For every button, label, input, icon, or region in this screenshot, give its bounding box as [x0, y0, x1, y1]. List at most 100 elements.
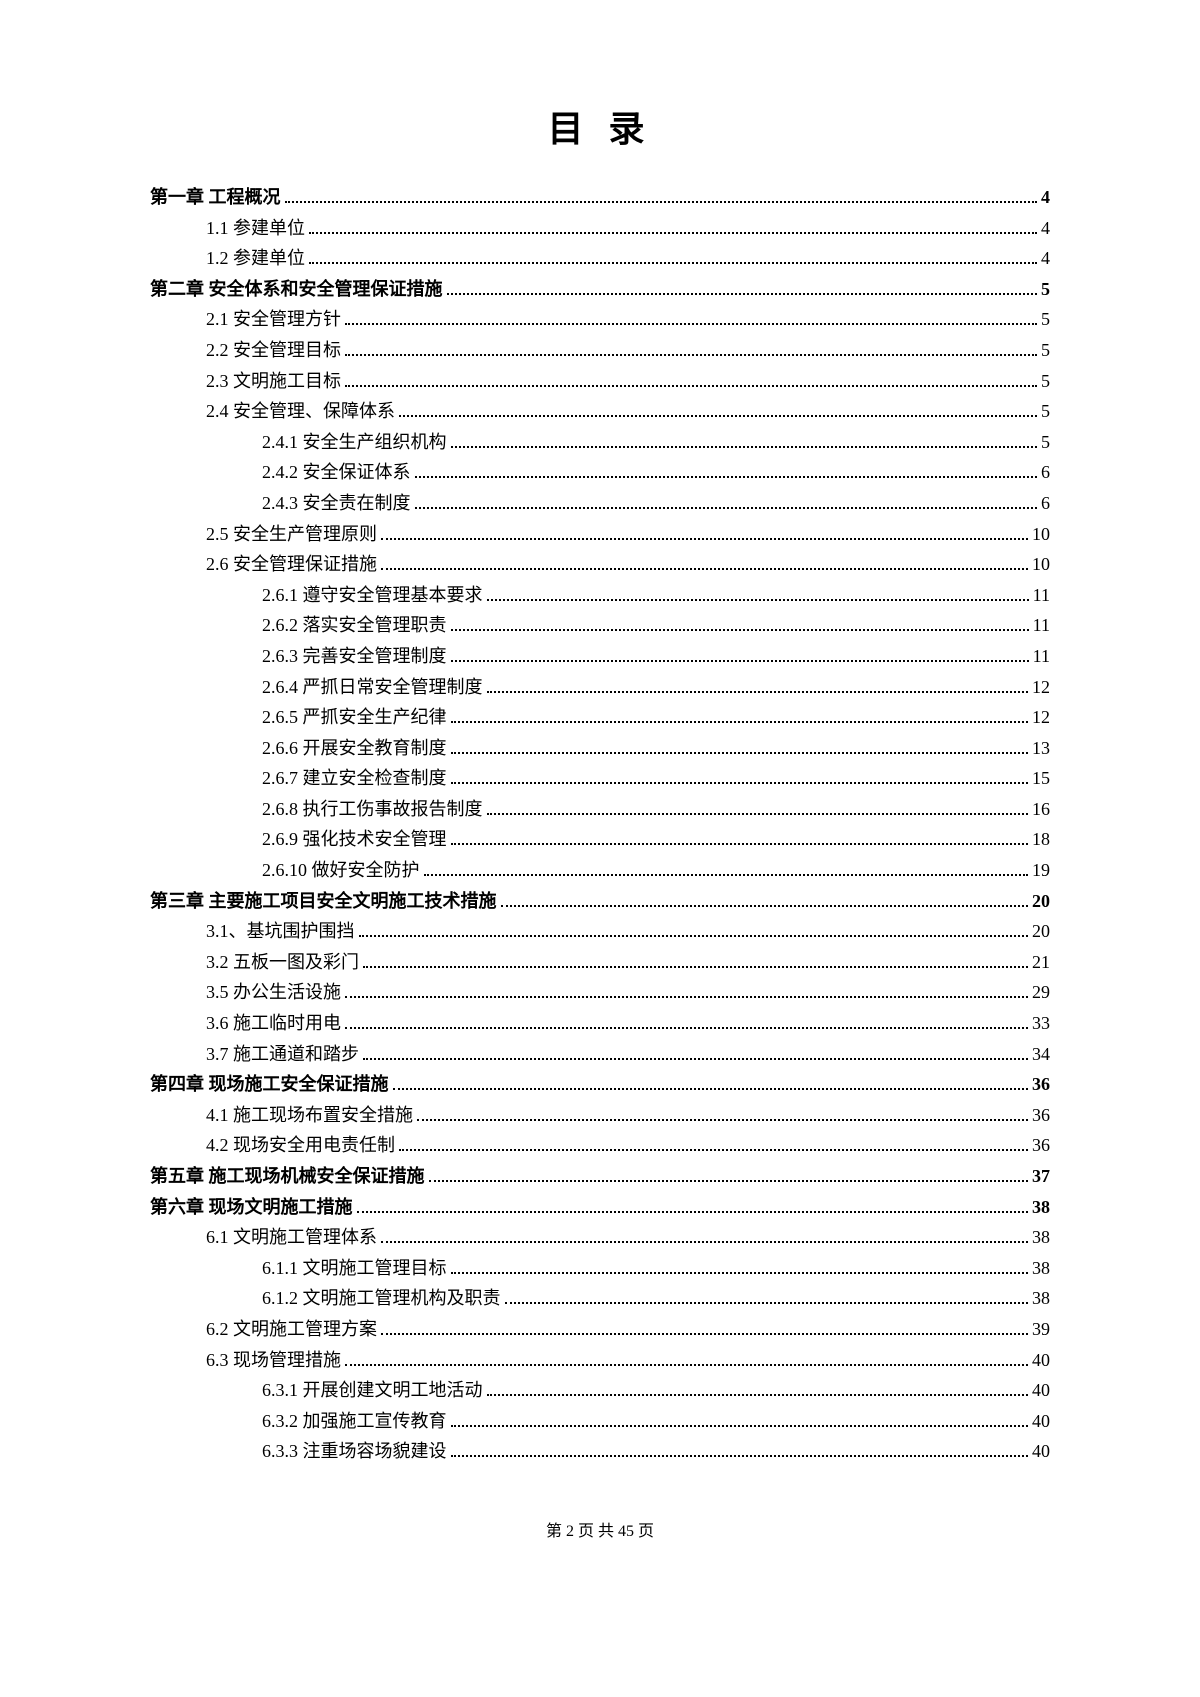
toc-page-number: 20: [1032, 886, 1050, 917]
toc-entry: 6.1 文明施工管理体系 38: [150, 1222, 1050, 1253]
toc-leader-dots: [363, 966, 1028, 968]
toc-page-number: 12: [1032, 702, 1050, 733]
toc-label: 第三章 主要施工项目安全文明施工技术措施: [150, 886, 497, 917]
toc-page-number: 6: [1041, 488, 1050, 519]
toc-label: 2.6.3 完善安全管理制度: [262, 641, 447, 672]
toc-entry: 第四章 现场施工安全保证措施36: [150, 1069, 1050, 1100]
toc-page-number: 5: [1041, 335, 1050, 366]
toc-page-number: 5: [1041, 427, 1050, 458]
toc-label: 2.6.5 严抓安全生产纪律: [262, 702, 447, 733]
toc-leader-dots: [345, 354, 1037, 356]
toc-leader-dots: [381, 568, 1028, 570]
toc-label: 6.3.2 加强施工宣传教育: [262, 1406, 447, 1437]
toc-leader-dots: [451, 782, 1029, 784]
toc-page-number: 38: [1032, 1222, 1050, 1253]
toc-label: 2.2 安全管理目标: [206, 335, 341, 366]
toc-entry: 2.6.8 执行工伤事故报告制度 16: [150, 794, 1050, 825]
toc-leader-dots: [393, 1088, 1029, 1090]
toc-leader-dots: [415, 507, 1038, 509]
toc-leader-dots: [345, 323, 1037, 325]
toc-page-number: 11: [1033, 641, 1050, 672]
toc-leader-dots: [447, 293, 1038, 295]
toc-page-number: 18: [1032, 824, 1050, 855]
toc-page-number: 40: [1032, 1406, 1050, 1437]
toc-leader-dots: [424, 874, 1029, 876]
toc-leader-dots: [417, 1119, 1028, 1121]
toc-leader-dots: [451, 721, 1029, 723]
toc-leader-dots: [505, 1302, 1029, 1304]
toc-label: 第二章 安全体系和安全管理保证措施: [150, 274, 443, 305]
toc-leader-dots: [451, 752, 1029, 754]
toc-entry: 3.6 施工临时用电 33: [150, 1008, 1050, 1039]
toc-page-number: 34: [1032, 1039, 1050, 1070]
toc-leader-dots: [399, 415, 1037, 417]
toc-page-number: 39: [1032, 1314, 1050, 1345]
toc-label: 2.6.7 建立安全检查制度: [262, 763, 447, 794]
toc-leader-dots: [451, 1272, 1029, 1274]
toc-entry: 6.3.1 开展创建文明工地活动40: [150, 1375, 1050, 1406]
toc-label: 4.1 施工现场布置安全措施: [206, 1100, 413, 1131]
toc-page-number: 6: [1041, 457, 1050, 488]
toc-entry: 4.2 现场安全用电责任制36: [150, 1130, 1050, 1161]
toc-label: 2.4 安全管理、保障体系: [206, 396, 395, 427]
toc-entry: 3.1、基坑围护围挡 20: [150, 916, 1050, 947]
toc-entry: 6.2 文明施工管理方案39: [150, 1314, 1050, 1345]
toc-label: 6.1 文明施工管理体系: [206, 1222, 377, 1253]
toc-entry: 2.6.10 做好安全防护19: [150, 855, 1050, 886]
toc-label: 3.2 五板一图及彩门: [206, 947, 359, 978]
toc-label: 2.6.8 执行工伤事故报告制度: [262, 794, 483, 825]
toc-entry: 第六章 现场文明施工措施38: [150, 1192, 1050, 1223]
toc-page-number: 12: [1032, 672, 1050, 703]
toc-label: 6.1.2 文明施工管理机构及职责: [262, 1283, 501, 1314]
toc-entry: 3.5 办公生活设施29: [150, 977, 1050, 1008]
toc-label: 2.6 安全管理保证措施: [206, 549, 377, 580]
toc-entry: 2.6.4 严抓日常安全管理制度12: [150, 672, 1050, 703]
toc-page-number: 16: [1032, 794, 1050, 825]
toc-leader-dots: [309, 262, 1037, 264]
toc-leader-dots: [381, 1241, 1028, 1243]
toc-label: 2.6.1 遵守安全管理基本要求: [262, 580, 483, 611]
toc-page-number: 13: [1032, 733, 1050, 764]
toc-entry: 6.3.3 注重场容场貌建设40: [150, 1436, 1050, 1467]
toc-entry: 第一章 工程概况4: [150, 182, 1050, 213]
toc-leader-dots: [381, 1333, 1028, 1335]
toc-entry: 2.6.5 严抓安全生产纪律 12: [150, 702, 1050, 733]
toc-label: 2.5 安全生产管理原则: [206, 519, 377, 550]
toc-entry: 2.6.2 落实安全管理职责11: [150, 610, 1050, 641]
toc-label: 3.6 施工临时用电: [206, 1008, 341, 1039]
toc-entry: 2.2 安全管理目标 5: [150, 335, 1050, 366]
toc-page-number: 11: [1033, 610, 1050, 641]
toc-page-number: 33: [1032, 1008, 1050, 1039]
toc-entry: 2.6 安全管理保证措施10: [150, 549, 1050, 580]
toc-page-number: 36: [1032, 1130, 1050, 1161]
toc-label: 6.3.1 开展创建文明工地活动: [262, 1375, 483, 1406]
toc-label: 2.6.9 强化技术安全管理: [262, 824, 447, 855]
toc-entry: 2.4.2 安全保证体系6: [150, 457, 1050, 488]
page-footer: 第 2 页 共 45 页: [150, 1517, 1050, 1541]
toc-entry: 4.1 施工现场布置安全措施 36: [150, 1100, 1050, 1131]
toc-leader-dots: [487, 691, 1029, 693]
toc-label: 2.6.10 做好安全防护: [262, 855, 420, 886]
toc-page-number: 36: [1032, 1100, 1050, 1131]
toc-entry: 2.4 安全管理、保障体系5: [150, 396, 1050, 427]
toc-leader-dots: [501, 905, 1029, 907]
toc-leader-dots: [345, 1027, 1028, 1029]
toc-label: 第一章 工程概况: [150, 182, 281, 213]
toc-entry: 2.3 文明施工目标5: [150, 366, 1050, 397]
toc-label: 3.1、基坑围护围挡: [206, 916, 355, 947]
toc-entry: 6.3 现场管理措施40: [150, 1345, 1050, 1376]
toc-page-number: 36: [1032, 1069, 1050, 1100]
toc-label: 6.3.3 注重场容场貌建设: [262, 1436, 447, 1467]
toc-page-number: 37: [1032, 1161, 1050, 1192]
toc-leader-dots: [487, 813, 1029, 815]
toc-leader-dots: [487, 1394, 1029, 1396]
toc-entry: 6.3.2 加强施工宣传教育 40: [150, 1406, 1050, 1437]
toc-label: 2.3 文明施工目标: [206, 366, 341, 397]
toc-label: 3.5 办公生活设施: [206, 977, 341, 1008]
toc-page-number: 21: [1032, 947, 1050, 978]
toc-leader-dots: [451, 843, 1029, 845]
toc-page-number: 5: [1041, 304, 1050, 335]
toc-page-number: 20: [1032, 916, 1050, 947]
toc-page-number: 38: [1032, 1253, 1050, 1284]
toc-leader-dots: [345, 385, 1037, 387]
